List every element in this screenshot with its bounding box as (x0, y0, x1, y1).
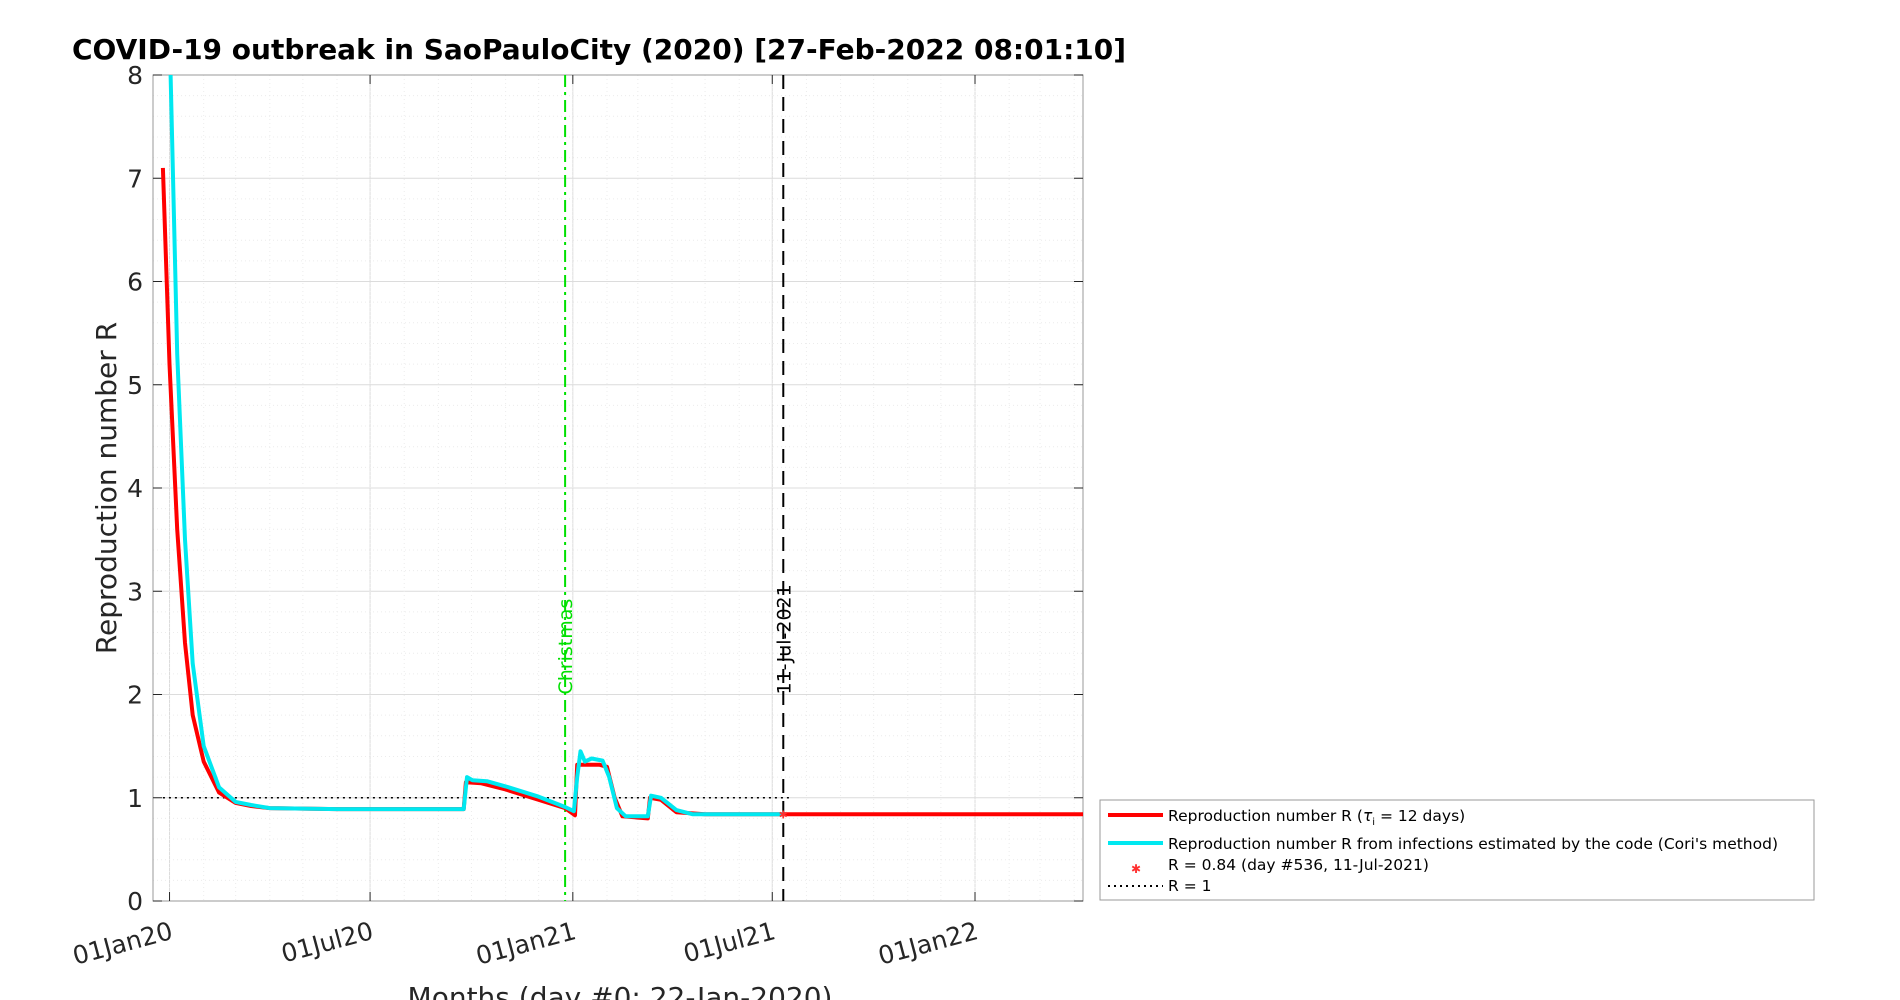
y-tick-label: 5 (127, 371, 143, 400)
x-tick-label: 01Jul20 (278, 916, 376, 968)
legend-swatch-marker: ✱ (1131, 862, 1141, 876)
y-tick-label: 1 (127, 784, 143, 813)
y-tick-label: 3 (127, 577, 143, 606)
y-tick-label: 8 (127, 61, 143, 90)
vertical-line-label: Christmas (555, 599, 577, 695)
legend-entry-cyan: Reproduction number R from infections es… (1168, 835, 1778, 853)
legend-entry-marker: R = 0.84 (day #536, 11-Jul-2021) (1168, 856, 1429, 874)
legend: Reproduction number R (τi = 12 days) Rep… (1099, 799, 1815, 901)
legend-entry-ref: R = 1 (1168, 877, 1211, 895)
series-lines: ✱ (160, 74, 1083, 821)
y-tick-label: 0 (127, 887, 143, 916)
x-tick-label: 01Jul21 (680, 916, 778, 968)
chart-title: COVID-19 outbreak in SaoPauloCity (2020)… (72, 33, 1126, 66)
y-tick-label: 2 (127, 681, 143, 710)
legend-box (1099, 799, 1815, 901)
y-tick-label: 4 (127, 474, 143, 503)
x-tick-label: 01Jan20 (70, 916, 176, 970)
marker-point: ✱ (779, 808, 788, 821)
vertical-line-label: 11-Jul-2021 (773, 584, 795, 694)
legend-entry-red: Reproduction number R (τi = 12 days) (1168, 807, 1465, 828)
y-tick-label: 7 (127, 164, 143, 193)
vertical-markers: Christmas 11-Jul-2021 (555, 75, 795, 901)
x-axis-label: Months (day #0: 22-Jan-2020) (408, 981, 833, 1000)
y-axis: 0 1 2 3 4 5 6 7 8 (127, 61, 1083, 916)
series-line-cyan (168, 74, 784, 819)
x-tick-label: 01Jan22 (875, 916, 981, 970)
y-tick-label: 6 (127, 268, 143, 297)
x-tick-label: 01Jan21 (473, 916, 579, 970)
y-axis-label: Reproduction number R (90, 322, 123, 654)
series-line-red (160, 167, 1083, 821)
grid (153, 74, 1083, 902)
x-axis: 01Jan20 01Jul20 01Jan21 01Jul21 01Jan22 (70, 75, 981, 971)
